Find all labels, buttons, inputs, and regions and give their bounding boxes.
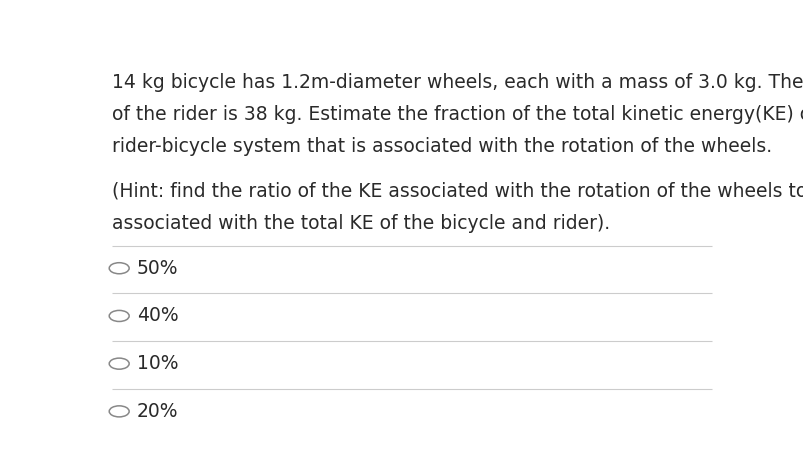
Text: associated with the total KE of the bicycle and rider).: associated with the total KE of the bicy…	[112, 214, 609, 233]
Text: 10%: 10%	[137, 354, 178, 373]
Text: 20%: 20%	[137, 402, 178, 421]
Text: of the rider is 38 kg. Estimate the fraction of the total kinetic energy(KE) of : of the rider is 38 kg. Estimate the frac…	[112, 105, 803, 124]
Text: 50%: 50%	[137, 259, 178, 278]
Text: rider-bicycle system that is associated with the rotation of the wheels.: rider-bicycle system that is associated …	[112, 137, 771, 156]
Text: 40%: 40%	[137, 307, 178, 326]
Text: (Hint: find the ratio of the KE associated with the rotation of the wheels to th: (Hint: find the ratio of the KE associat…	[112, 181, 803, 200]
Text: 14 kg bicycle has 1.2m-diameter wheels, each with a mass of 3.0 kg. The mass: 14 kg bicycle has 1.2m-diameter wheels, …	[112, 73, 803, 92]
